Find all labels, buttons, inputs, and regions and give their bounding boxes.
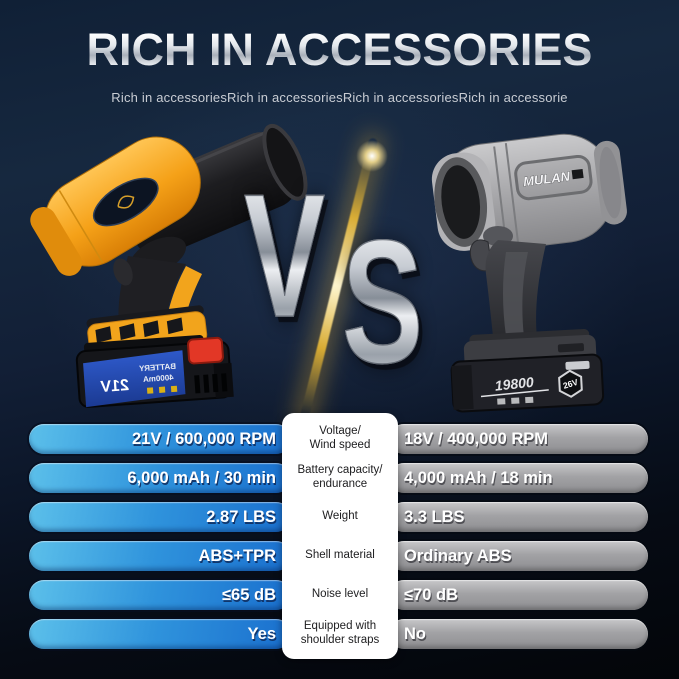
battery-pack-left: 21V BATTERY 4000mA: [75, 335, 234, 408]
product-photo-left-blower: 21V BATTERY 4000mA: [30, 123, 308, 408]
battery-pack-right: 19800 26V: [450, 353, 605, 413]
light-glint: [356, 140, 388, 172]
right-product-value: 18V / 400,000 RPM: [389, 424, 648, 454]
battery-text-label: BATTERY: [138, 362, 176, 374]
spec-label: Equipped with shoulder straps: [300, 620, 380, 646]
left-product-value: 6,000 mAh / 30 min: [29, 463, 291, 493]
voltage-badge-hexagon: [558, 369, 583, 398]
spec-label: Shell material: [305, 549, 375, 562]
blower-head-gray: MULAN: [431, 133, 627, 253]
brand-badge: [92, 177, 159, 227]
right-product-value: ≤70 dB: [389, 580, 648, 610]
comparison-row: Yes No: [0, 619, 679, 649]
spec-label: Weight: [322, 510, 358, 523]
trigger: [113, 258, 133, 286]
versus-graphic: V S: [238, 137, 453, 425]
battery-latch-red: [187, 336, 224, 365]
battery-voltage-label: 26V: [562, 377, 580, 391]
comparison-row: 6,000 mAh / 30 min 4,000 mAh / 18 min: [0, 463, 679, 493]
spec-label: Battery capacity/ endurance: [297, 464, 383, 490]
blower-handle-gray: [469, 226, 546, 346]
right-product-value: 4,000 mAh / 18 min: [389, 463, 648, 493]
page-subtitle: Rich in accessoriesRich in accessoriesRi…: [111, 90, 568, 105]
left-product-value: ABS+TPR: [29, 541, 291, 571]
left-product-value: ≤65 dB: [29, 580, 291, 610]
versus-letter-s: S: [342, 203, 424, 400]
battery-voltage-label: 21V: [100, 377, 130, 396]
left-product-value: Yes: [29, 619, 291, 649]
right-product-value: Ordinary ABS: [389, 541, 648, 571]
battery-capacity-label: 4000mA: [142, 373, 173, 384]
brand-swirl: [117, 195, 135, 209]
right-product-value: 3.3 LBS: [389, 502, 648, 532]
brand-plate: [514, 154, 593, 201]
battery-model-label: 19800: [494, 374, 535, 394]
comparison-row: 21V / 600,000 RPM 18V / 400,000 RPM: [0, 424, 679, 454]
right-product-value: No: [389, 619, 648, 649]
comparison-row: ABS+TPR Ordinary ABS: [0, 541, 679, 571]
left-product-value: 21V / 600,000 RPM: [29, 424, 291, 454]
comparison-row: 2.87 LBS 3.3 LBS: [0, 502, 679, 532]
page-title: RICH IN ACCESSORIES: [0, 24, 679, 76]
spec-label-panel: Voltage/ Wind speed Battery capacity/ en…: [282, 413, 398, 659]
blower-body: [30, 136, 201, 276]
spec-label: Noise level: [311, 588, 369, 601]
left-product-value: 2.87 LBS: [29, 502, 291, 532]
spec-label: Voltage/ Wind speed: [309, 425, 371, 451]
comparison-row: ≤65 dB ≤70 dB: [0, 580, 679, 610]
product-photo-right-blower: MULAN 19800 26V: [431, 133, 627, 413]
versus-letter-v: V: [244, 157, 326, 354]
brand-label: MULAN: [522, 169, 571, 190]
